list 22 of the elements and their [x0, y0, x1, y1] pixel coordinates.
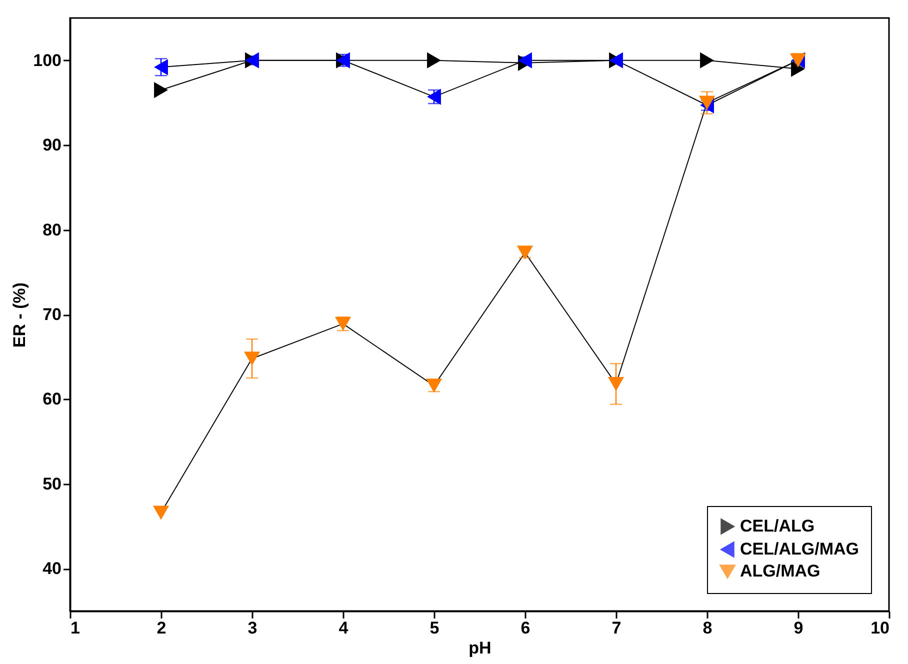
x-tick-label: 2 — [156, 618, 166, 638]
y-tick-label: 90 — [42, 136, 62, 155]
y-tick-label: 40 — [42, 559, 62, 578]
y-tick-label: 100 — [33, 50, 62, 70]
y-tick-label: 70 — [42, 305, 62, 324]
x-tick-label: 6 — [520, 618, 530, 638]
x-tick-label: 3 — [248, 618, 258, 638]
y-tick-label: 80 — [42, 220, 62, 240]
legend-label: CEL/ALG — [740, 516, 815, 536]
legend-label: ALG/MAG — [740, 562, 820, 580]
y-axis-title: ER - (%) — [10, 282, 30, 348]
legend-label: CEL/ALG/MAG — [740, 540, 859, 558]
x-tick-label: 5 — [430, 618, 440, 638]
x-tick-label: 8 — [702, 618, 712, 638]
y-tick-label: 60 — [42, 390, 62, 409]
x-tick-label: 4 — [338, 618, 349, 638]
x-tick-label: 9 — [794, 618, 804, 638]
x-tick-label: 10 — [870, 618, 890, 638]
x-axis-title: pH — [468, 638, 492, 658]
y-tick-label: 50 — [42, 474, 62, 494]
x-tick-label: 7 — [612, 618, 622, 638]
x-tick-label: 1 — [70, 618, 80, 638]
